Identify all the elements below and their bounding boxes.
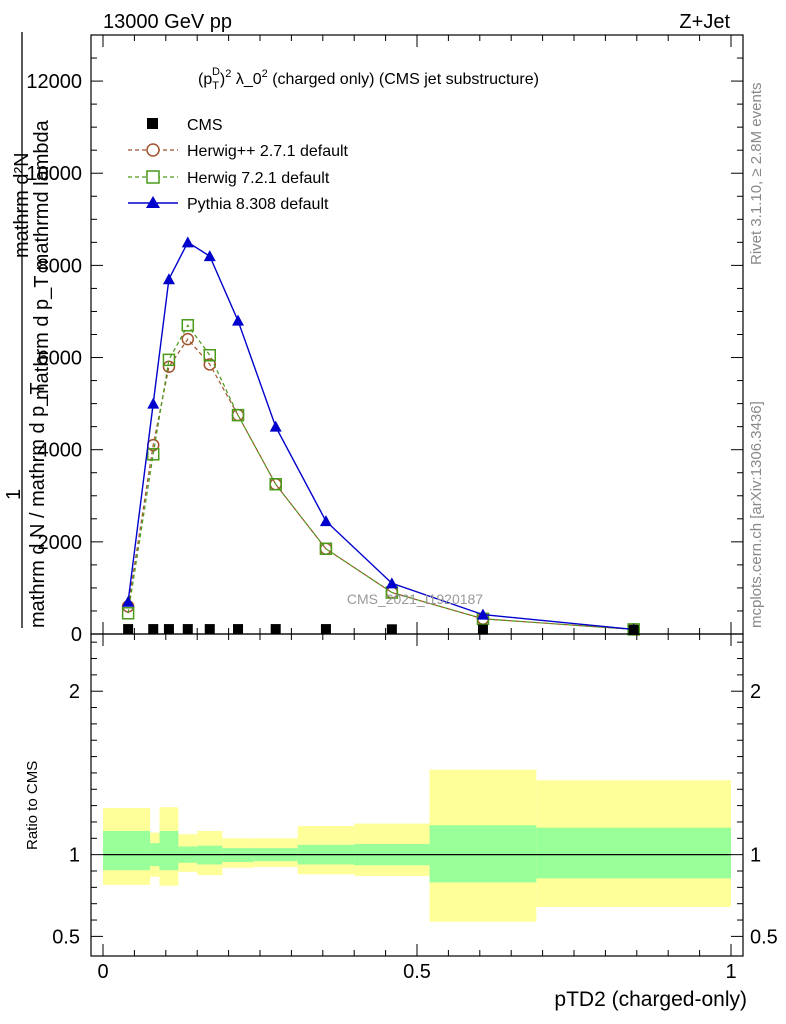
series-herwig-2-7-1-default (121, 332, 640, 636)
data-point-herwig-pp (181, 332, 195, 346)
data-point-cms (204, 624, 215, 635)
data-point-cms (386, 624, 397, 635)
x-tick-label: 1 (725, 961, 736, 983)
data-point-pythia (232, 314, 245, 326)
ratio-ytick-label-left: 2 (69, 681, 80, 703)
title-suffix: (charged only) (CMS jet substructure) (268, 71, 539, 88)
data-point-pythia (181, 236, 194, 248)
series-line-herwig-7-2-1-default (127, 324, 634, 630)
title-middle: λ_0 (231, 71, 261, 88)
ratio-ytick-label-right: 0.5 (750, 926, 778, 948)
data-point-pythia (162, 273, 175, 285)
analysis-tag: CMS_2021_I1920187 (347, 591, 483, 607)
data-point-cms (477, 624, 488, 635)
legend-marker-cms (147, 118, 158, 129)
title-sub-t: T (212, 80, 219, 92)
ratio-inner-band-bin (159, 830, 179, 871)
main-axes: 0 2000 4000 6000 8000 10000 12000 (26, 35, 743, 646)
main-ytick-label: 0 (71, 624, 82, 646)
main-ytick-label: 6000 (38, 348, 83, 370)
data-point-herwig7 (269, 478, 282, 491)
rivet-label: Rivet 3.1.10, ≥ 2.8M events (748, 83, 765, 266)
data-point-pythia (122, 595, 135, 607)
ratio-ytick-label-left: 0.5 (52, 926, 80, 948)
legend-label-pythia: Pythia 8.308 default (187, 196, 329, 213)
data-point-pythia (147, 397, 160, 409)
data-point-herwig7 (146, 448, 160, 461)
data-point-cms (182, 624, 193, 635)
ratio-inner-band-bin (429, 825, 537, 883)
ylabel-middle: mathrm d p_T mathrmd lambda (31, 119, 53, 400)
data-point-cms (320, 624, 331, 635)
main-ytick-label: 10000 (26, 163, 82, 185)
ratio-panel: 0.5 0.5 1 1 2 2 0 0.5 1 Ratio to CMS pTD2 (charg… (24, 633, 778, 1011)
title-sup-2b: 2 (262, 68, 268, 80)
main-ytick-label: 2000 (38, 532, 83, 554)
ratio-frame (90, 633, 744, 957)
legend: CMS Herwig++ 2.7.1 default Herwig 7.2.1 … (128, 117, 349, 213)
legend-label-cms: CMS (187, 117, 223, 134)
data-point-herwig7 (121, 607, 135, 620)
process-label: Z+Jet (679, 11, 730, 33)
data-point-pythia (319, 515, 332, 527)
data-point-herwig7 (181, 319, 195, 332)
plot-title: (pTD)2 λ_02 (charged only) (CMS jet subs… (198, 66, 539, 92)
data-point-herwig7 (319, 542, 333, 556)
ratio-ytick-label-right: 2 (750, 681, 761, 703)
data-point-cms (163, 624, 174, 635)
series-herwig-7-2-1-default (121, 319, 640, 636)
data-point-cms (270, 624, 281, 635)
x-axis-label: pTD2 (charged-only) (554, 988, 747, 1011)
data-point-herwig7 (162, 353, 176, 367)
main-series-layer (121, 236, 640, 636)
ratio-ytick-label-left: 1 (69, 845, 80, 867)
data-point-herwig7 (203, 348, 217, 362)
series-line-pythia-8-308-default (127, 241, 634, 631)
data-point-pythia (203, 250, 216, 262)
main-ytick-label: 12000 (26, 71, 82, 93)
series-line-herwig-2-7-1-default (127, 338, 634, 630)
ylabel-bottom: mathrm d N / mathrm d p_T (27, 382, 49, 628)
ratio-ylabel: Ratio to CMS (24, 761, 41, 850)
legend-marker-herwig-pp (146, 143, 160, 157)
x-tick-label: 0 (97, 961, 108, 983)
x-tick-label: 0.5 (403, 961, 431, 983)
series-cms (123, 624, 639, 635)
mcplots-label: mcplots.cern.ch [arXiv:1306.3436] (748, 401, 765, 628)
ratio-axes: 0.5 0.5 1 1 2 2 0 0.5 1 (52, 634, 778, 983)
series-pythia-8-308-default (122, 236, 640, 635)
title-prefix: (p (198, 71, 212, 88)
title-sup-2: 2 (225, 68, 231, 80)
title-sup-d: D (212, 66, 220, 78)
main-ytick-label: 8000 (38, 255, 83, 277)
data-point-herwig7 (231, 408, 245, 422)
data-point-cms (233, 624, 244, 635)
energy-label: 13000 GeV pp (103, 11, 232, 33)
main-ylabel: mathrm d²N mathrm d p_T mathrmd lambda 1… (3, 32, 53, 628)
data-point-pythia (476, 608, 489, 620)
data-point-herwig-pp (203, 358, 217, 371)
ratio-ytick-label-right: 1 (750, 845, 761, 867)
legend-label-herwig-pp: Herwig++ 2.7.1 default (187, 143, 349, 160)
data-point-pythia (269, 420, 282, 432)
ylabel-fraction-one: 1 (3, 489, 25, 500)
main-panel: 0 2000 4000 6000 8000 10000 12000 CMS_2021_I19… (3, 32, 744, 646)
main-ytick-label: 4000 (38, 440, 83, 462)
title-close: ) (220, 71, 225, 88)
data-point-cms (123, 624, 134, 635)
legend-label-herwig7: Herwig 7.2.1 default (187, 170, 330, 187)
ratio-inner-band-bin (536, 827, 731, 879)
ratio-band-layer (103, 769, 731, 922)
legend-marker-pythia (146, 196, 160, 208)
data-point-cms (628, 624, 639, 635)
data-point-cms (148, 624, 159, 635)
ratio-inner-band-bin (103, 830, 151, 871)
data-point-pythia (385, 577, 398, 589)
legend-marker-herwig7 (146, 170, 160, 184)
